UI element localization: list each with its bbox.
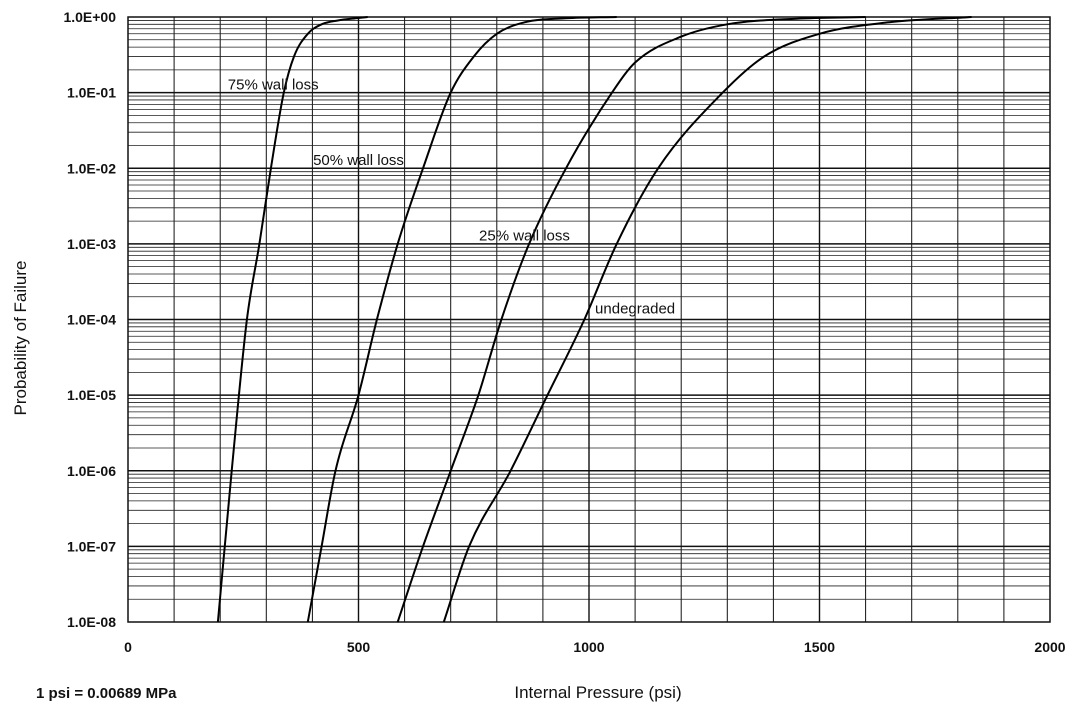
y-tick-label: 1.0E+00 bbox=[63, 9, 116, 25]
y-tick-label: 1.0E-04 bbox=[67, 312, 116, 328]
y-tick-label: 1.0E-06 bbox=[67, 463, 116, 479]
x-axis-title: Internal Pressure (psi) bbox=[514, 683, 681, 702]
unit-conversion-note: 1 psi = 0.00689 MPa bbox=[36, 685, 177, 702]
y-axis-title: Probability of Failure bbox=[11, 261, 30, 416]
series-curve-50-wall-loss bbox=[306, 16, 617, 623]
x-axis-tick-labels: 0 500 1000 1500 2000 bbox=[124, 639, 1066, 655]
x-tick-label: 1500 bbox=[804, 639, 835, 655]
x-tick-label: 1000 bbox=[573, 639, 604, 655]
y-axis-tick-labels: 1.0E-08 1.0E-07 1.0E-06 1.0E-05 1.0E-04 1.0E-… bbox=[63, 9, 116, 630]
y-tick-label: 1.0E-01 bbox=[67, 85, 116, 101]
y-tick-label: 1.0E-05 bbox=[67, 387, 116, 403]
series-label: 50% wall loss bbox=[313, 152, 404, 169]
x-tick-label: 0 bbox=[124, 639, 132, 655]
series-labels: 75% wall loss 50% wall loss 25% wall loss u… bbox=[228, 76, 675, 317]
x-tick-label: 500 bbox=[347, 639, 371, 655]
y-tick-label: 1.0E-03 bbox=[67, 236, 116, 252]
major-gridlines bbox=[128, 17, 1050, 622]
series-curve-25-wall-loss bbox=[396, 16, 866, 623]
x-tick-label: 2000 bbox=[1034, 639, 1065, 655]
series-curve-undegraded bbox=[442, 16, 972, 623]
series-label: 75% wall loss bbox=[228, 76, 319, 93]
y-tick-label: 1.0E-02 bbox=[67, 160, 116, 176]
series-curve-75-wall-loss bbox=[216, 16, 368, 623]
y-tick-label: 1.0E-08 bbox=[67, 614, 116, 630]
series-label: undegraded bbox=[595, 301, 675, 318]
series-curves bbox=[216, 16, 972, 623]
y-tick-label: 1.0E-07 bbox=[67, 538, 116, 554]
series-label: 25% wall loss bbox=[479, 228, 570, 245]
